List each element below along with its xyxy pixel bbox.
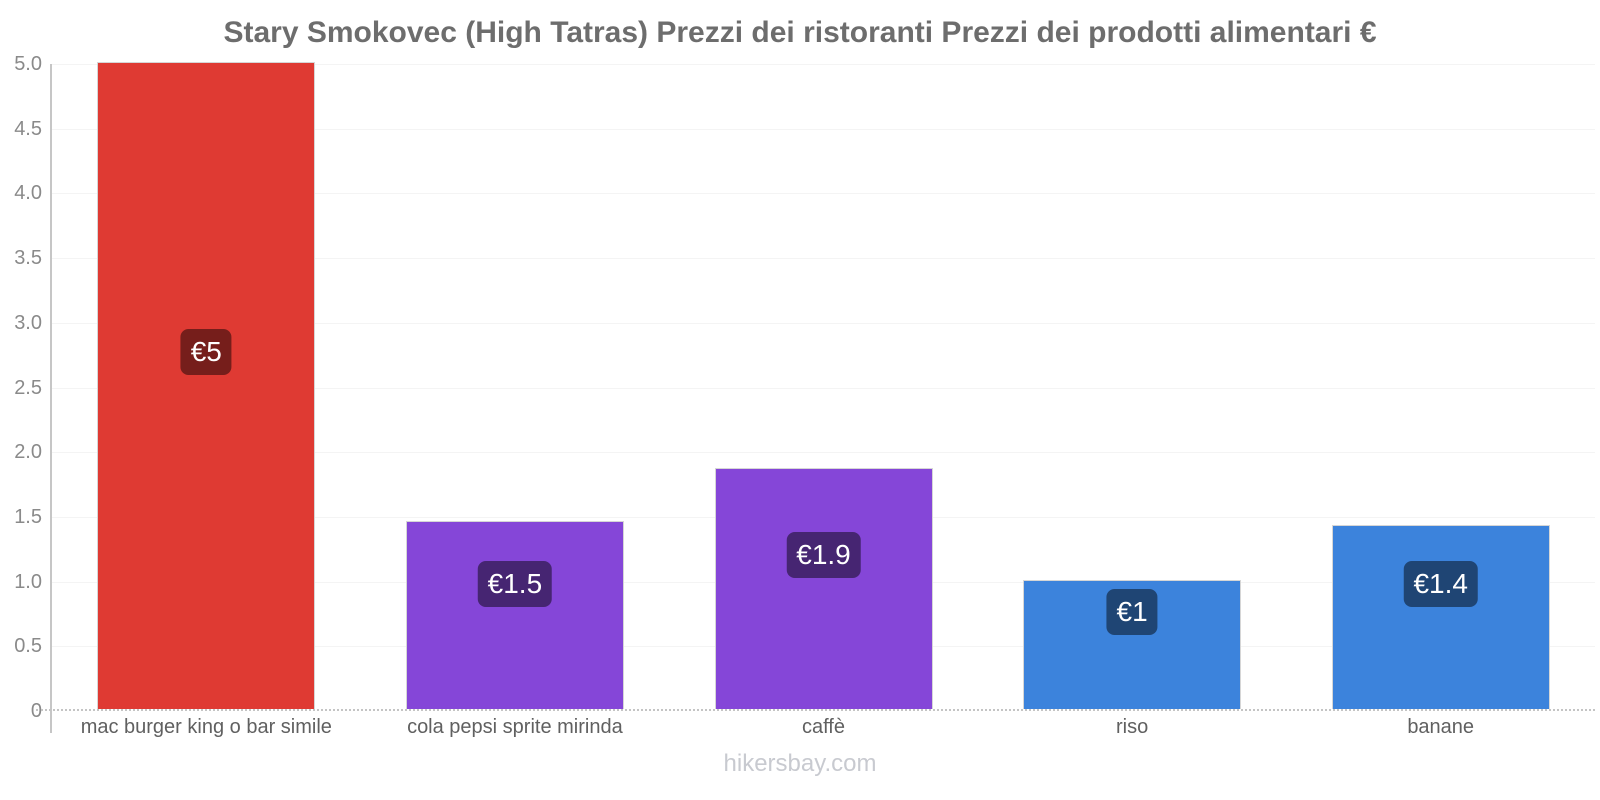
y-axis-tick-label: 0	[30, 700, 42, 722]
bar-3: €1.9	[714, 468, 933, 709]
y-axis-tick-label: 4.5	[14, 117, 42, 140]
value-badge: €1.4	[1403, 561, 1478, 608]
bar-2: €1.5	[405, 521, 624, 709]
watermark-text: hikersbay.com	[723, 750, 877, 777]
y-axis-tick-label: 0.5	[14, 635, 42, 658]
value-badge: €1.9	[786, 532, 861, 579]
bar-5: €1.4	[1331, 525, 1550, 709]
y-axis-tick-label: 5.0	[14, 53, 42, 75]
gridline	[52, 128, 1595, 130]
x-axis-baseline	[36, 709, 1595, 711]
y-axis-tick-label: 2.5	[14, 376, 42, 399]
gridline	[52, 193, 1595, 195]
bar-1: €5	[97, 62, 316, 709]
y-axis-tick-label: 1.0	[14, 570, 42, 593]
y-axis-tick-label: 3.5	[14, 247, 42, 270]
gridline	[52, 387, 1595, 389]
value-badge: €5	[180, 329, 232, 375]
gridline	[52, 258, 1595, 260]
y-axis-tick-label: 4.0	[14, 182, 42, 205]
x-axis-label: riso	[1115, 716, 1149, 738]
bar-4: €1	[1023, 579, 1242, 709]
y-axis-line	[50, 64, 52, 733]
y-axis-tick-label: 1.5	[14, 505, 42, 528]
y-axis-tick-label: 2.0	[14, 441, 42, 464]
value-badge: €1	[1106, 588, 1158, 635]
gridline	[52, 322, 1595, 324]
y-axis-tick-label: 3.0	[14, 311, 42, 334]
x-axis-label: caffè	[801, 716, 845, 738]
chart-title: Stary Smokovec (High Tatras) Prezzi dei …	[223, 16, 1377, 49]
value-badge: €1.5	[477, 561, 553, 608]
x-axis-label: banane	[1407, 716, 1475, 738]
x-axis-label: mac burger king o bar simile	[80, 716, 332, 738]
gridline	[52, 452, 1595, 454]
x-axis-label: cola pepsi sprite mirinda	[407, 716, 623, 738]
gridline	[52, 64, 1595, 65]
